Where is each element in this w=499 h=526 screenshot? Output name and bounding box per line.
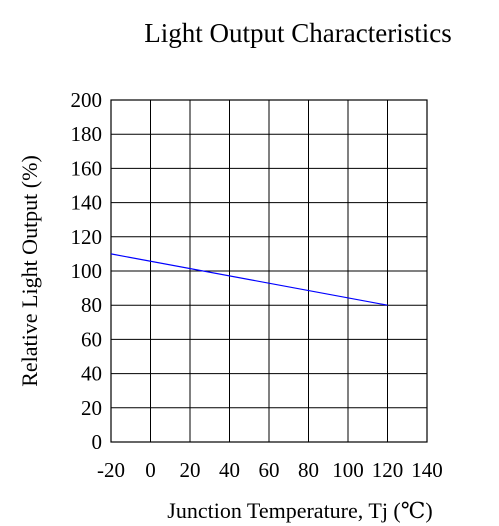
x-tick-labels: -20 0 20 40 60 80 100 120 140: [97, 458, 443, 482]
x-tick-label: 80: [298, 458, 319, 482]
y-tick-label: 0: [92, 430, 103, 454]
y-axis-label: Relative Light Output (%): [17, 155, 42, 387]
x-tick-label: 0: [145, 458, 156, 482]
x-tick-label: -20: [97, 458, 125, 482]
chart-title: Light Output Characteristics: [144, 18, 451, 48]
x-tick-label: 20: [180, 458, 201, 482]
x-tick-label: 140: [411, 458, 443, 482]
x-tick-label: 60: [259, 458, 280, 482]
y-tick-labels: 0 20 40 60 80 100 120 140 160 180 200: [71, 88, 103, 454]
plot-frame: [110, 99, 428, 443]
y-tick-label: 200: [71, 88, 103, 112]
grid: [110, 99, 428, 443]
x-axis-label: Junction Temperature, Tj (℃): [167, 498, 432, 523]
y-tick-label: 140: [71, 191, 103, 215]
y-tick-label: 120: [71, 225, 103, 249]
x-tick-label: 120: [372, 458, 404, 482]
y-tick-label: 180: [71, 122, 103, 146]
series-layer: [110, 253, 388, 306]
y-tick-label: 80: [81, 293, 102, 317]
y-tick-label: 160: [71, 156, 103, 180]
y-tick-label: 100: [71, 259, 103, 283]
series-line: [110, 253, 388, 306]
y-tick-label: 40: [81, 362, 102, 386]
x-tick-label: 40: [219, 458, 240, 482]
y-tick-label: 60: [81, 327, 102, 351]
x-tick-label: 100: [332, 458, 364, 482]
y-tick-label: 20: [81, 396, 102, 420]
